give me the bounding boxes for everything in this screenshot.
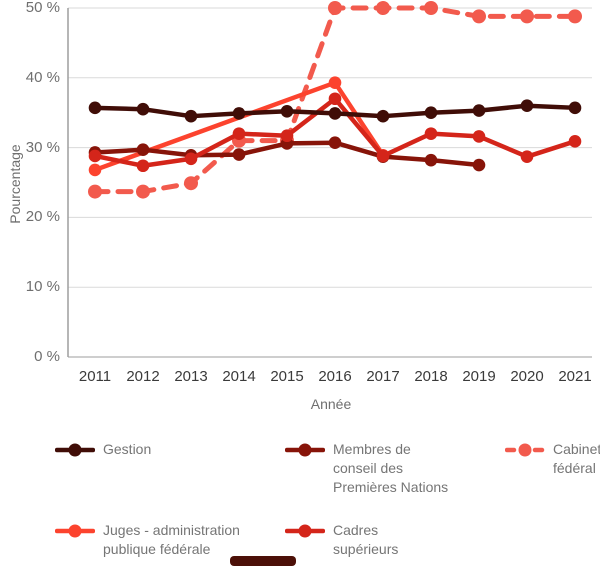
- legend-label-membres-de-conseil-des-premi-res-nations: Membres de conseil des Premières Nations: [333, 441, 449, 495]
- legend-label-cabinet-f-d-ral: Cabinet fédéral: [553, 441, 600, 476]
- y-tick-label-40: 40 %: [25, 68, 60, 86]
- legend-item-membres-de-conseil-des-premi-res-nations[interactable]: Membres de conseil des Premières Nations: [285, 440, 448, 497]
- data-point-membres-de-conseil-des-premi-res-nations-2014: [232, 148, 246, 161]
- x-tick-label-2017: 2017: [366, 368, 400, 385]
- x-tick-label-2021: 2021: [558, 368, 592, 385]
- legend-item-juges-administration-publique-f-d-rale[interactable]: Juges - administration publique fédérale: [55, 521, 240, 559]
- data-point-gestion-2013: [184, 109, 198, 123]
- data-point-gestion-2020: [520, 99, 534, 113]
- legend-marker-gestion: [55, 443, 95, 457]
- legend-dot: [68, 524, 82, 538]
- legend-dot: [68, 443, 82, 457]
- x-tick-label-2012: 2012: [126, 368, 160, 385]
- data-point-cadres-sup-rieurs-2014: [232, 127, 246, 140]
- data-point-gestion-2017: [376, 109, 390, 123]
- y-tick-label-50: 50 %: [25, 0, 60, 16]
- data-point-membres-de-conseil-des-premi-res-nations-2016: [328, 136, 342, 150]
- legend-label-cadres-sup-rieurs: Cadres supérieurs: [333, 522, 399, 557]
- x-tick-label-2020: 2020: [510, 368, 544, 385]
- data-point-cadres-sup-rieurs-2015: [280, 129, 294, 143]
- data-point-gestion-2021: [568, 101, 582, 115]
- data-point-membres-de-conseil-des-premi-res-nations-2012: [136, 143, 150, 156]
- data-point-gestion-2019: [472, 104, 486, 117]
- data-point-cadres-sup-rieurs-2018: [424, 127, 438, 140]
- y-tick-label-0: 0 %: [34, 348, 60, 365]
- partial-next-chart-bar: [230, 556, 296, 566]
- y-tick-label-20: 20 %: [25, 208, 60, 226]
- x-axis-title: Année: [310, 396, 352, 412]
- data-point-gestion-2016: [328, 107, 342, 120]
- y-axis-title: Pourcentage: [7, 144, 23, 224]
- data-point-juges-administration-publique-f-d-rale-2011: [88, 163, 102, 177]
- x-tick-label-2019: 2019: [462, 368, 496, 385]
- data-point-cabinet-f-d-ral-2019: [472, 9, 486, 24]
- data-point-juges-administration-publique-f-d-rale-2016: [328, 76, 342, 89]
- data-point-cabinet-f-d-ral-2016: [328, 1, 342, 15]
- data-point-cabinet-f-d-ral-2020: [520, 9, 534, 24]
- x-tick-label-2015: 2015: [270, 368, 304, 385]
- data-point-gestion-2015: [280, 105, 294, 118]
- data-point-cadres-sup-rieurs-2016: [328, 92, 342, 106]
- data-point-cabinet-f-d-ral-2013: [184, 176, 198, 191]
- x-tick-label-2014: 2014: [222, 368, 256, 385]
- legend-item-cadres-sup-rieurs[interactable]: Cadres supérieurs: [285, 521, 398, 559]
- x-tick-label-2018: 2018: [414, 368, 448, 385]
- legend-marker-membres-de-conseil-des-premi-res-nations: [285, 443, 325, 457]
- data-point-cabinet-f-d-ral-2021: [568, 9, 582, 24]
- legend-item-gestion[interactable]: Gestion: [55, 440, 151, 459]
- data-point-cadres-sup-rieurs-2020: [520, 150, 534, 163]
- y-tick-label-30: 30 %: [25, 138, 60, 156]
- data-point-cadres-sup-rieurs-2011: [88, 149, 102, 163]
- data-point-gestion-2014: [232, 107, 246, 120]
- y-tick-label-10: 10 %: [25, 278, 60, 296]
- data-point-membres-de-conseil-des-premi-res-nations-2018: [424, 153, 438, 167]
- data-point-gestion-2018: [424, 106, 438, 119]
- x-tick-label-2016: 2016: [318, 368, 352, 385]
- x-tick-label-2013: 2013: [174, 368, 208, 385]
- legend-item-cabinet-f-d-ral[interactable]: Cabinet fédéral: [505, 440, 600, 478]
- data-point-cadres-sup-rieurs-2019: [472, 130, 486, 143]
- data-point-cabinet-f-d-ral-2017: [376, 1, 390, 15]
- data-point-membres-de-conseil-des-premi-res-nations-2019: [472, 158, 486, 172]
- legend-label-juges-administration-publique-f-d-rale: Juges - administration publique fédérale: [103, 522, 240, 557]
- legend-dot: [518, 443, 532, 457]
- data-point-cabinet-f-d-ral-2018: [424, 1, 438, 15]
- data-point-cadres-sup-rieurs-2021: [568, 135, 582, 148]
- data-point-cadres-sup-rieurs-2017: [376, 149, 390, 163]
- data-point-cabinet-f-d-ral-2011: [88, 184, 102, 199]
- data-point-gestion-2011: [88, 101, 102, 115]
- data-point-cadres-sup-rieurs-2012: [136, 159, 150, 173]
- legend-marker-juges-administration-publique-f-d-rale: [55, 524, 95, 538]
- legend-marker-cabinet-f-d-ral: [505, 443, 545, 457]
- data-point-cadres-sup-rieurs-2013: [184, 152, 198, 166]
- legend-dot: [298, 443, 312, 457]
- legend-label-gestion: Gestion: [103, 441, 152, 457]
- legend-dot: [298, 524, 312, 538]
- data-point-cabinet-f-d-ral-2012: [136, 184, 150, 199]
- plot-area: [67, 1, 592, 358]
- data-point-gestion-2012: [136, 102, 150, 116]
- x-tick-label-2011: 2011: [78, 368, 112, 385]
- legend-marker-cadres-sup-rieurs: [285, 524, 325, 538]
